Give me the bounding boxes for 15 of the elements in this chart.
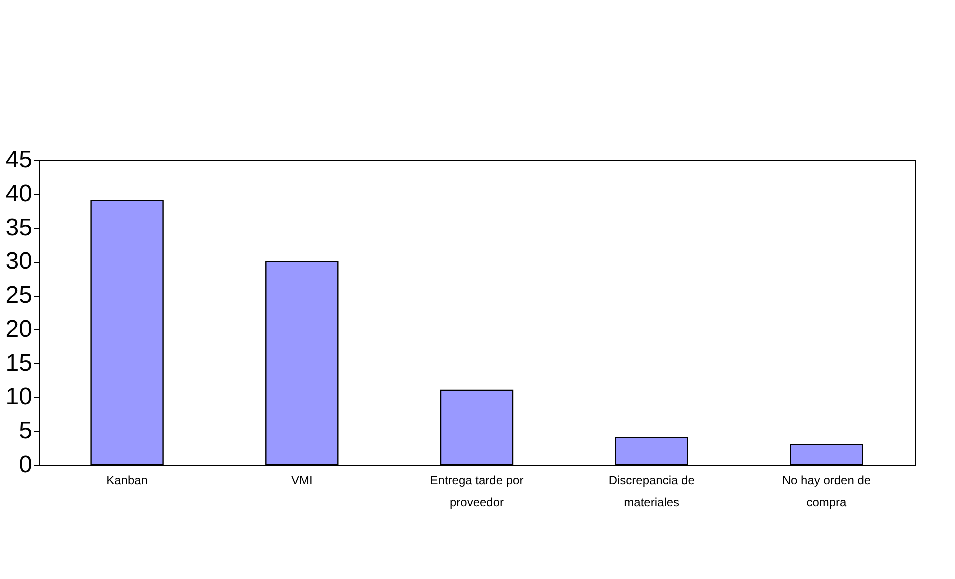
y-tick-label: 30 bbox=[6, 248, 32, 276]
x-tick-label: No hay orden de compra bbox=[782, 474, 872, 510]
x-tick-label: Kanban bbox=[106, 474, 148, 488]
y-tick-label: 10 bbox=[6, 384, 32, 411]
y-tick-label: 45 bbox=[6, 146, 32, 174]
x-tick-label: Discrepancia de materiales bbox=[608, 474, 696, 510]
y-tick-label: 20 bbox=[6, 316, 32, 343]
y-tick-label: 15 bbox=[6, 350, 32, 377]
y-tick-label: 0 bbox=[19, 452, 32, 478]
y-tick-label: 5 bbox=[19, 418, 32, 445]
x-tick-label: VMI bbox=[291, 474, 313, 488]
x-tick-label: Entrega tarde por proveedor bbox=[430, 474, 524, 510]
y-tick-label: 25 bbox=[6, 282, 32, 310]
y-tick-label: 40 bbox=[6, 180, 32, 208]
y-tick-label: 35 bbox=[6, 214, 32, 242]
